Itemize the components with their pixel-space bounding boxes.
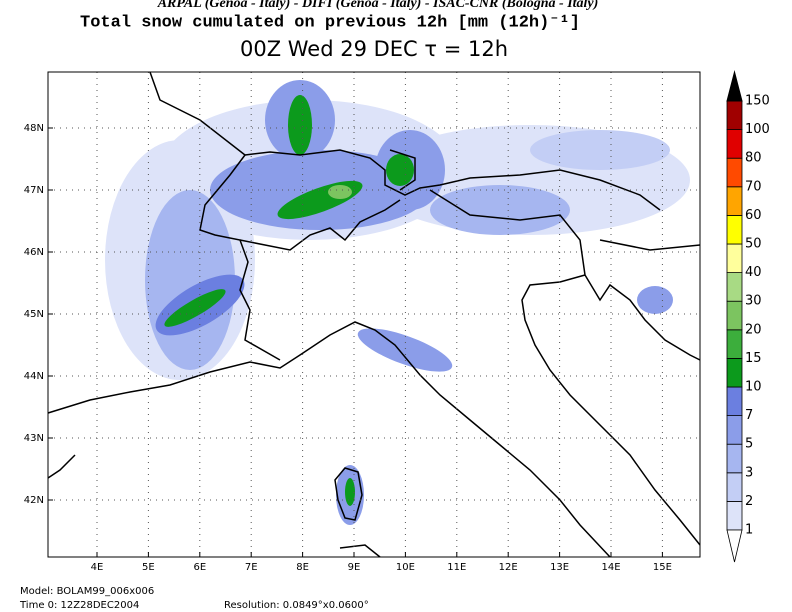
- snow-area: [530, 130, 670, 170]
- colorbar-label: 60: [745, 208, 762, 223]
- border: [429, 189, 586, 276]
- colorbar-max-arrow: [726, 70, 743, 102]
- lon-label: 15E: [653, 562, 672, 573]
- lat-label: 48N: [24, 123, 44, 134]
- lon-label: 4E: [91, 562, 104, 573]
- border: [389, 149, 416, 191]
- colorbar-label: 2: [745, 494, 753, 509]
- footer-model: Model: BOLAM99_006x006: [20, 586, 154, 597]
- colorbar-label: 20: [745, 322, 762, 337]
- colorbar-label: 150: [745, 94, 770, 109]
- colorbar-segment: [726, 329, 743, 359]
- coastline: [584, 274, 701, 361]
- colorbar-segment: [726, 100, 743, 131]
- lat-label: 43N: [24, 433, 44, 444]
- subtitle: 00Z Wed 29 DEC τ = 12h: [240, 37, 508, 61]
- colorbar-label: 5: [745, 437, 753, 452]
- colorbar: 1 2 3 5 7 10 15 20 30 40 50 60 70 80 100 150: [726, 70, 770, 563]
- colorbar-segment: [726, 357, 743, 388]
- colorbar-label: 40: [745, 265, 762, 280]
- snow-area: [328, 185, 352, 199]
- snow-area: [357, 328, 453, 372]
- lon-label: 9E: [348, 562, 361, 573]
- lat-label: 44N: [24, 371, 44, 382]
- colorbar-segment: [726, 300, 743, 331]
- coastline: [521, 274, 701, 546]
- colorbar-segment: [726, 214, 743, 245]
- coastline: [334, 467, 363, 521]
- lon-label: 10E: [396, 562, 415, 573]
- snow-area: [345, 478, 355, 506]
- colorbar-segment: [726, 129, 743, 159]
- colorbar-segment: [726, 386, 743, 417]
- snow-area: [288, 95, 312, 155]
- colorbar-segment: [726, 415, 743, 445]
- colorbar-segment: [726, 243, 743, 274]
- footer-time: Time 0: 12Z28DEC2004: [19, 600, 139, 611]
- snow-area: [430, 185, 570, 235]
- lat-label: 42N: [24, 495, 44, 506]
- lon-label: 12E: [499, 562, 518, 573]
- lon-label: 11E: [447, 562, 466, 573]
- coastlines: [47, 274, 701, 558]
- map-frame: [47, 71, 701, 558]
- coastline: [47, 454, 76, 479]
- colorbar-label: 70: [745, 179, 762, 194]
- snow-area: [637, 286, 673, 314]
- colorbar-label: 10: [745, 380, 762, 395]
- colorbar-min-arrow: [726, 529, 743, 563]
- lat-label: 46N: [24, 247, 44, 258]
- graticule: [48, 72, 700, 557]
- lon-label: 14E: [601, 562, 620, 573]
- colorbar-label: 3: [745, 465, 753, 480]
- coastline: [339, 544, 381, 558]
- lon-label: 13E: [550, 562, 569, 573]
- borders: [149, 71, 701, 361]
- lon-label: 6E: [193, 562, 206, 573]
- colorbar-segment: [726, 186, 743, 216]
- colorbar-label: 30: [745, 294, 762, 309]
- credits: ARPAL (Genoa - Italy) - DIFI (Genoa - It…: [157, 0, 599, 11]
- colorbar-segment: [726, 500, 743, 531]
- border: [244, 149, 661, 211]
- colorbar-label: 15: [745, 351, 762, 366]
- lon-label: 8E: [296, 562, 309, 573]
- border: [149, 71, 246, 156]
- border: [599, 239, 701, 251]
- lat-label: 45N: [24, 309, 44, 320]
- colorbar-label: 7: [745, 408, 753, 423]
- lon-label: 7E: [245, 562, 258, 573]
- colorbar-label: 80: [745, 151, 762, 166]
- lon-label: 5E: [142, 562, 155, 573]
- colorbar-label: 100: [745, 122, 770, 137]
- footer-resolution: Resolution: 0.0849°x0.0600°: [224, 600, 369, 611]
- map: 4E 5E 6E 7E 8E 9E 10E 11E 12E 13E 14E 15E 48N 47N 46N 4…: [24, 71, 701, 573]
- colorbar-label: 1: [745, 523, 753, 538]
- title: Total snow cumulated on previous 12h [mm…: [80, 13, 580, 32]
- border: [239, 199, 401, 251]
- snow-field: [105, 80, 690, 525]
- colorbar-segment: [726, 443, 743, 474]
- snow-area: [386, 154, 414, 186]
- lat-label: 47N: [24, 185, 44, 196]
- snow-area: [164, 289, 226, 327]
- colorbar-label: 50: [745, 237, 762, 252]
- colorbar-segment: [726, 272, 743, 302]
- coastline: [47, 321, 611, 558]
- colorbar-segment: [726, 472, 743, 502]
- colorbar-segment: [726, 157, 743, 188]
